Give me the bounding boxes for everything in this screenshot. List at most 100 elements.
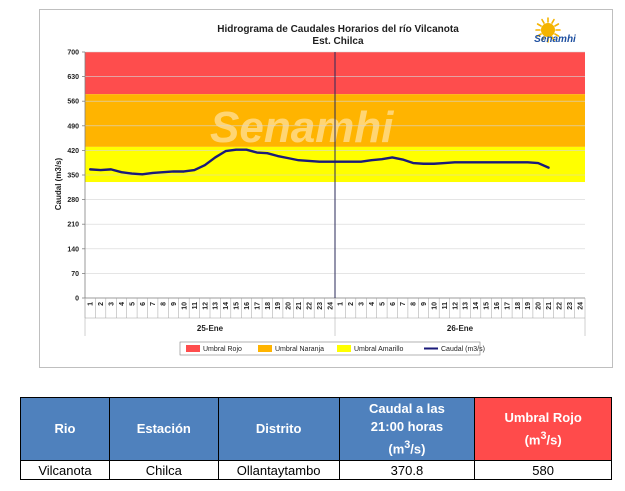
data-point	[329, 161, 331, 163]
x-tick-label: 21	[296, 302, 303, 310]
x-tick-label: 12	[452, 302, 459, 310]
data-point	[527, 161, 529, 163]
x-tick-label: 6	[140, 302, 147, 306]
legend-swatch	[258, 345, 272, 352]
x-tick-label: 2	[98, 302, 105, 306]
x-tick-label: 15	[484, 302, 491, 310]
y-tick-label: 630	[67, 74, 79, 81]
cell-umbral: 580	[474, 460, 612, 480]
legend-label: Caudal (m3/s)	[441, 346, 485, 353]
sun-ray	[536, 23, 542, 27]
x-tick-label: 16	[494, 302, 501, 310]
sun-rays-icon	[535, 17, 561, 43]
legend-label: Umbral Amarillo	[354, 346, 404, 353]
senamhi-logo: Senamhi	[534, 17, 576, 45]
data-point	[214, 156, 216, 159]
data-point	[412, 162, 414, 164]
y-tick-label: 140	[67, 246, 79, 253]
hydrograph-chart: Senamhi 0 70 140 210 280 350 420 490 560 630 700 1 2…	[39, 9, 613, 368]
data-point	[485, 161, 487, 163]
x-tick-label: 6	[390, 302, 397, 306]
x-tick-label: 10	[181, 302, 188, 310]
cell-estacion: Chilca	[108, 460, 219, 480]
header-caudal: Caudal a las 21:00 horas (m3/s)	[338, 397, 476, 461]
data-point	[141, 173, 143, 175]
x-tick-label: 3	[109, 302, 116, 306]
y-tick-label: 350	[67, 173, 79, 180]
header-distrito: Distrito	[217, 397, 340, 461]
data-point	[370, 159, 373, 161]
sun-ray	[551, 18, 555, 24]
data-point	[235, 149, 237, 151]
x-tick-label: 5	[379, 302, 386, 306]
table-header-row: Rio Estación Distrito Caudal a las 21:00…	[20, 397, 612, 461]
x-tick-label: 19	[275, 302, 282, 310]
x-tick-label: 8	[411, 302, 418, 306]
header-caudal-line2: 21:00 horas	[370, 418, 444, 434]
data-point	[516, 161, 518, 163]
data-point	[162, 171, 164, 173]
sun-ray	[551, 36, 555, 42]
data-point	[193, 169, 195, 171]
x-tick-label: 14	[473, 302, 480, 310]
data-point	[172, 170, 175, 173]
data-point	[391, 156, 393, 159]
x-tick-label: 13	[463, 302, 470, 310]
x-tick-label: 5	[129, 302, 136, 306]
y-tick-label: 560	[67, 99, 79, 106]
data-point	[308, 160, 310, 162]
sun-ray	[536, 33, 542, 37]
legend-label: Umbral Rojo	[203, 346, 242, 353]
y-tick-label: 700	[67, 50, 79, 57]
data-point	[454, 161, 456, 163]
data-point	[318, 161, 320, 163]
data-point	[225, 150, 227, 152]
header-rio: Rio	[20, 397, 110, 461]
data-point	[464, 161, 466, 163]
x-tick-label: 22	[306, 302, 313, 310]
y-tick-label: 490	[67, 123, 79, 130]
data-point	[547, 167, 550, 169]
x-tick-label: 7	[150, 302, 157, 306]
data-point	[287, 157, 289, 159]
x-tick-label: 22	[556, 302, 563, 310]
data-point	[152, 172, 154, 174]
data-point	[256, 151, 258, 154]
sun-ray	[541, 36, 545, 42]
x-tick-label: 10	[431, 302, 438, 310]
legend-label: Umbral Naranja	[275, 346, 324, 353]
x-tick-label: 13	[213, 302, 220, 310]
data-point	[204, 164, 206, 166]
x-tick-label: 15	[234, 302, 241, 310]
table-row: Vilcanota Chilca Ollantaytambo 370.8 580	[20, 460, 612, 480]
x-tick-label: 24	[327, 302, 334, 310]
data-point	[475, 161, 477, 163]
x-tick-label: 16	[244, 302, 251, 310]
legend-swatch	[186, 345, 200, 352]
sun-ray	[554, 33, 560, 37]
data-point	[495, 161, 498, 163]
cell-caudal: 370.8	[338, 460, 476, 480]
header-caudal-unit-open: (m	[388, 441, 405, 457]
header-caudal-line1: Caudal a las	[368, 400, 445, 416]
x-tick-label: 9	[421, 302, 428, 306]
x-tick-label: 11	[442, 302, 449, 310]
x-tick-label: 7	[400, 302, 407, 306]
chart-subtitle: Est. Chilca	[312, 36, 364, 47]
y-tick-label: 420	[67, 148, 79, 155]
x-tick-label: 17	[254, 302, 261, 310]
data-point	[277, 155, 279, 157]
y-axis-label: Caudal (m3/s)	[54, 157, 63, 210]
x-tick-label: 23	[317, 302, 324, 310]
x-tick-label: 14	[223, 302, 230, 310]
station-table: Rio Estación Distrito Caudal a las 21:00…	[20, 397, 612, 480]
x-tick-label: 24	[577, 302, 584, 310]
x-tick-label: 8	[161, 302, 168, 306]
header-umbral-line1: Umbral Rojo	[504, 409, 582, 425]
x-tick-label: 20	[286, 302, 293, 310]
x-tick-label: 12	[202, 302, 209, 310]
x-tick-label: 3	[359, 302, 366, 306]
data-point	[402, 158, 404, 161]
data-point	[110, 168, 112, 170]
data-point	[183, 170, 185, 173]
